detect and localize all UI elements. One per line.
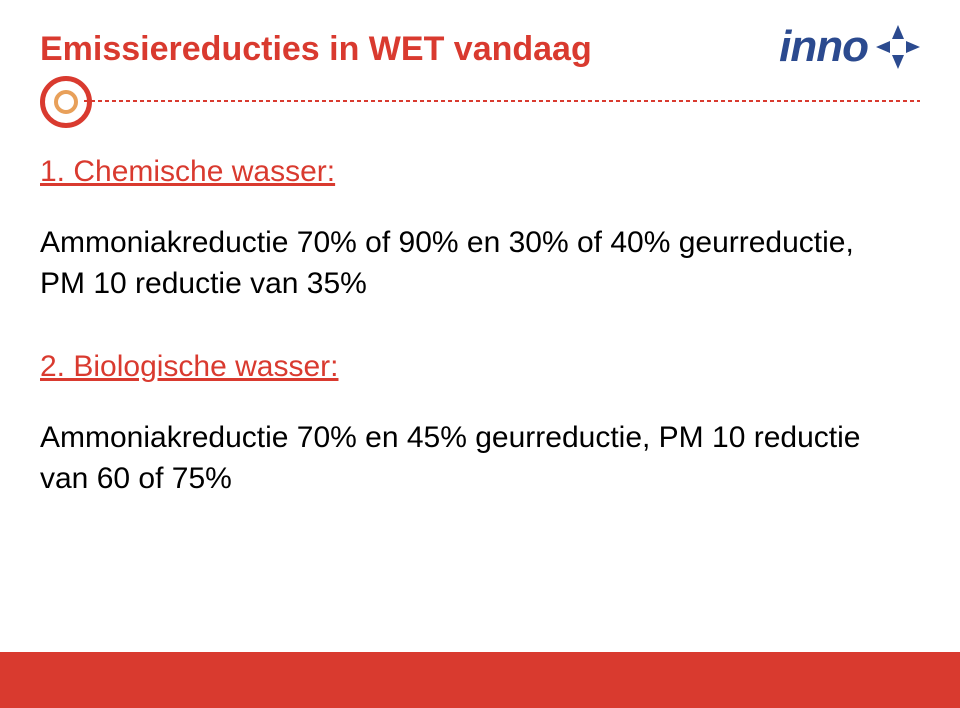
plus-icon (876, 25, 920, 69)
slide-title: Emissiereducties in WET vandaag (40, 30, 592, 69)
logo-text: inno (779, 22, 868, 72)
section-body-2: Ammoniakreductie 70% en 45% geurreductie… (40, 418, 900, 499)
title-divider (84, 100, 920, 102)
section-heading-2: 2. Biologische wasser: (40, 350, 900, 384)
logo: inno (779, 22, 920, 72)
bottom-bar (0, 652, 960, 708)
content-area: 1. Chemische wasser: Ammoniakreductie 70… (40, 155, 900, 545)
bullet-circle-icon (40, 76, 92, 128)
slide: Emissiereducties in WET vandaag inno 1. … (0, 0, 960, 708)
section-heading-1: 1. Chemische wasser: (40, 155, 900, 189)
section-body-1: Ammoniakreductie 70% of 90% en 30% of 40… (40, 223, 900, 304)
